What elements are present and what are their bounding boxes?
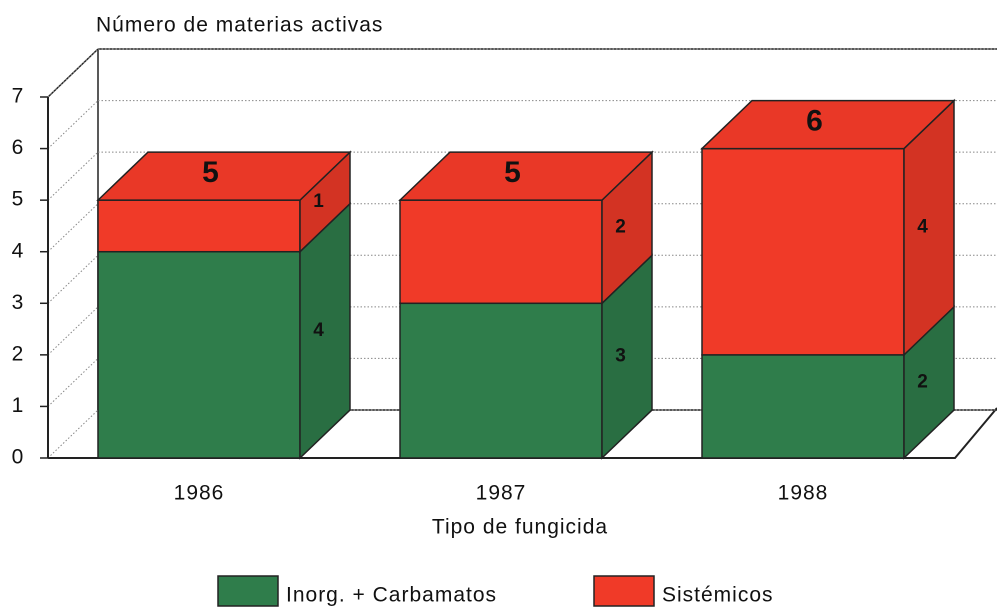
bar-front [97, 199, 301, 253]
segment-label: 2 [615, 217, 627, 238]
x-tick-label: 1986 [174, 482, 225, 505]
grid-line [47, 306, 99, 356]
bar-front [701, 354, 905, 459]
x-axis-title: Tipo de fungicida [432, 516, 608, 539]
y-tick-label: 2 [12, 342, 25, 365]
y-tick-label: 7 [12, 85, 25, 108]
grid-line [47, 358, 99, 407]
segment-label: 4 [313, 320, 325, 341]
bar-top [700, 99, 956, 150]
legend-label: Inorg. + Carbamatos [286, 584, 497, 607]
y-tick-label: 0 [12, 446, 25, 469]
bar-front [399, 302, 603, 459]
y-tick-label: 3 [12, 291, 25, 314]
y-axis-title: Número de materias activas [96, 14, 383, 37]
segment-label: 3 [615, 346, 627, 367]
y-tick-label: 5 [12, 188, 25, 211]
grid-line [47, 100, 99, 149]
total-label: 5 [504, 156, 522, 189]
grid-line [47, 409, 99, 459]
legend-label: Sistémicos [662, 584, 774, 607]
grid-line [47, 203, 99, 253]
bar-front [97, 250, 301, 459]
total-label: 5 [202, 156, 220, 189]
grid-line [47, 151, 99, 201]
grid-line [47, 254, 99, 304]
segment-label: 2 [917, 371, 929, 392]
x-tick-label: 1988 [778, 482, 829, 505]
y-tick-label: 4 [12, 239, 25, 262]
legend-swatch [593, 575, 655, 607]
grid-line [47, 48, 99, 98]
legend-swatch [217, 575, 279, 607]
y-tick-label: 1 [12, 394, 25, 417]
segment-label: 1 [313, 191, 325, 212]
y-tick-label: 6 [12, 136, 25, 159]
x-tick-label: 1987 [476, 482, 527, 505]
bar-front [399, 199, 603, 305]
floor-front [48, 407, 997, 459]
total-label: 6 [806, 104, 824, 137]
segment-label: 4 [917, 217, 929, 238]
bar-top [398, 151, 654, 201]
bar-top [96, 151, 352, 201]
bar-front [701, 147, 905, 356]
